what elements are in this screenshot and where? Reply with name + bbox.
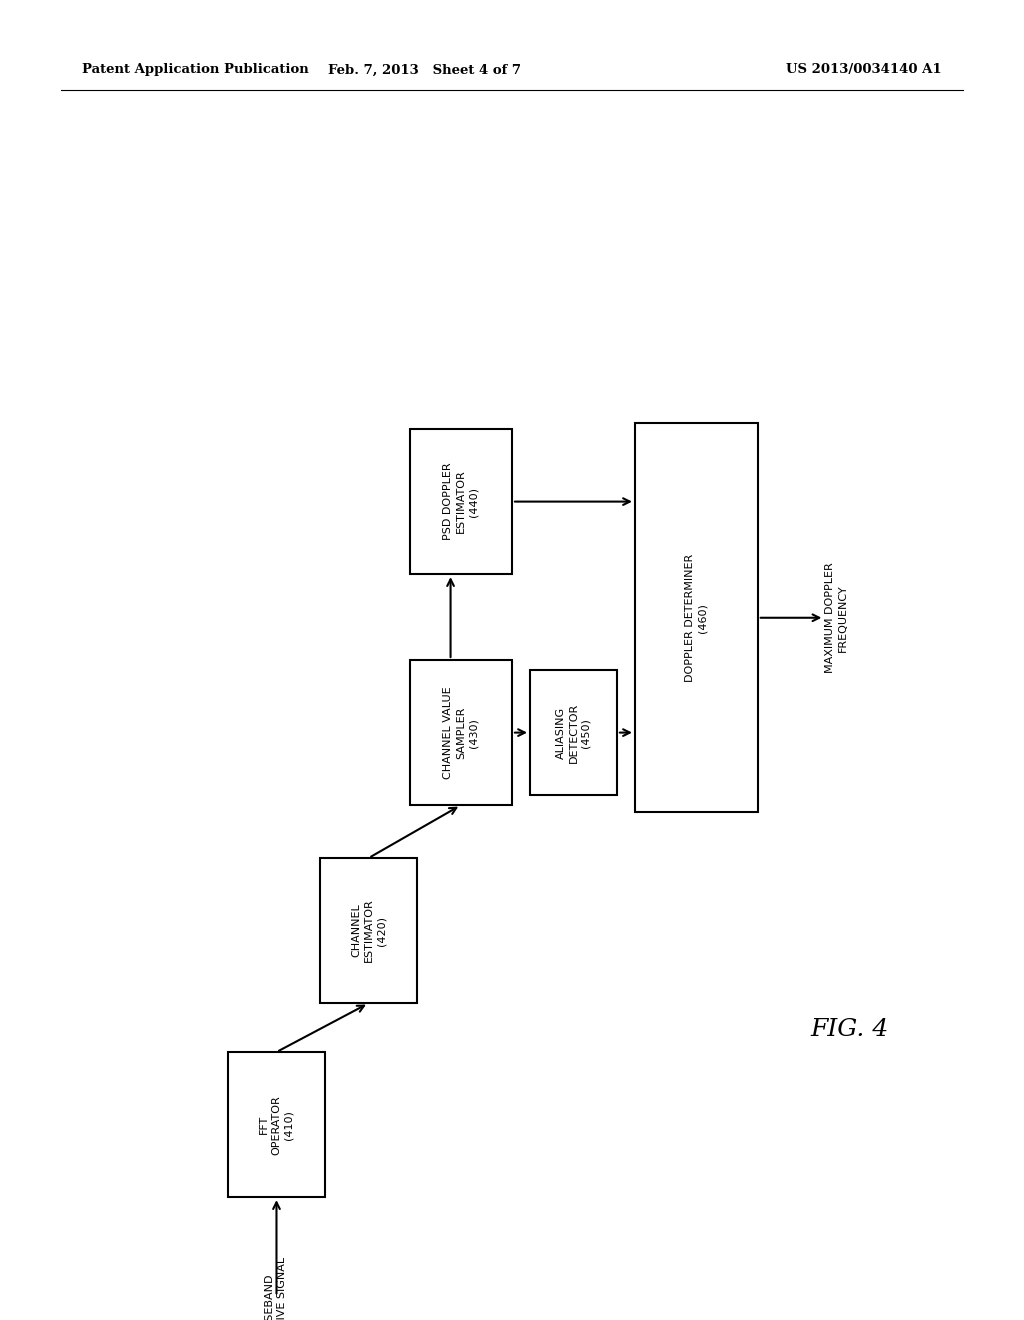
Bar [410, 429, 512, 574]
Text: CHANNEL
ESTIMATOR
(420): CHANNEL ESTIMATOR (420) [351, 899, 386, 962]
Text: US 2013/0034140 A1: US 2013/0034140 A1 [786, 63, 942, 77]
Text: CHANNEL VALUE
SAMPLER
(430): CHANNEL VALUE SAMPLER (430) [443, 686, 478, 779]
Text: DOPPLER DETERMINER
(460): DOPPLER DETERMINER (460) [685, 553, 708, 682]
Text: BASEBAND
RECEIVE SIGNAL: BASEBAND RECEIVE SIGNAL [264, 1257, 287, 1320]
Bar [530, 669, 616, 795]
Text: Patent Application Publication: Patent Application Publication [82, 63, 308, 77]
Text: FFT
OPERATOR
(410): FFT OPERATOR (410) [259, 1094, 294, 1155]
Text: MAXIMUM DOPPLER
FREQUENCY: MAXIMUM DOPPLER FREQUENCY [825, 562, 848, 673]
Text: ALIASING
DETECTOR
(450): ALIASING DETECTOR (450) [556, 702, 591, 763]
Bar [228, 1052, 326, 1197]
Bar [635, 422, 758, 812]
Text: Feb. 7, 2013   Sheet 4 of 7: Feb. 7, 2013 Sheet 4 of 7 [329, 63, 521, 77]
Text: PSD DOPPLER
ESTIMATOR
(440): PSD DOPPLER ESTIMATOR (440) [443, 463, 478, 540]
Bar [319, 858, 418, 1003]
Text: FIG. 4: FIG. 4 [811, 1018, 889, 1041]
Bar [410, 660, 512, 805]
